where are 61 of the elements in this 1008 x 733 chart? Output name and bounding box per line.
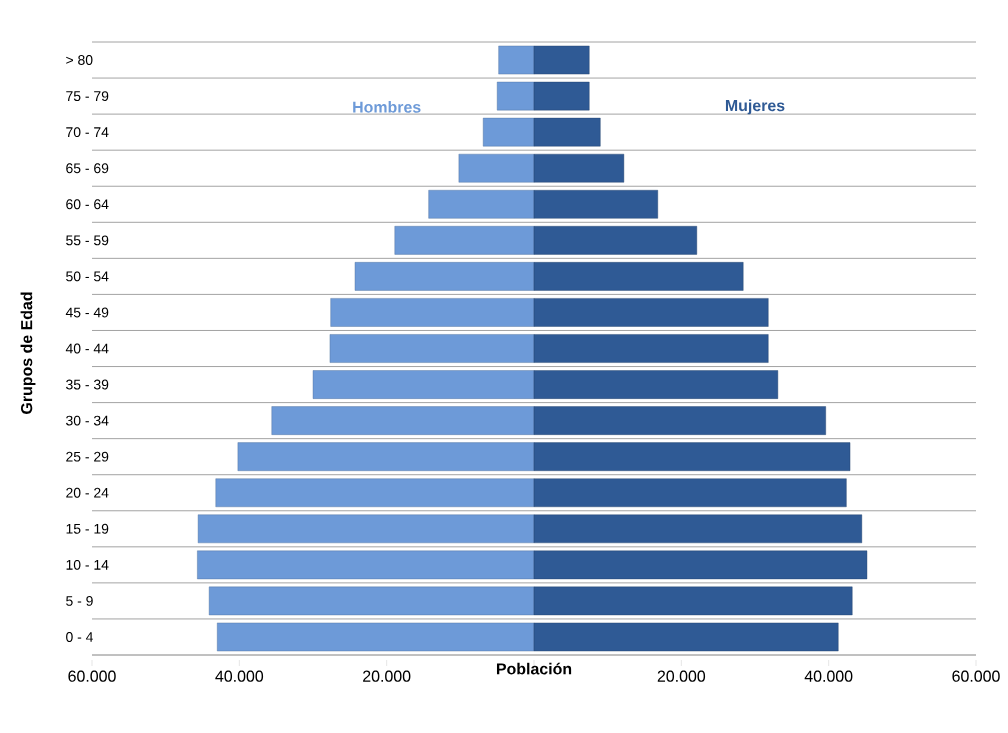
x-tick-label: 20.000 [657,670,706,682]
y-tick-label: 20 - 24 [66,487,109,498]
y-tick-label: 10 - 14 [66,559,109,570]
x-tick-label: 60.000 [952,670,1000,682]
text: Hombres [353,101,421,113]
y-tick-label: 70 - 74 [66,127,109,138]
bar [533,298,769,327]
y-tick-label: 15 - 19 [66,523,109,534]
bar [533,622,839,652]
y-tick-label: 35 - 39 [66,379,109,390]
bar [197,514,535,544]
bar [215,478,535,507]
bar [533,226,698,255]
bar [533,478,847,507]
bar [533,81,590,111]
bar [496,81,535,111]
bar [533,334,769,363]
bar [533,586,853,616]
bar [533,190,658,219]
bar [458,153,535,183]
bar [312,370,535,399]
bar [533,406,826,435]
bar [533,262,744,291]
bar [217,622,535,652]
y-tick-label: 0 - 4 [66,632,93,642]
y-tick-label: 50 - 54 [66,271,109,282]
y-tick-label: 45 - 49 [65,307,109,318]
x-axis-title: Población [496,662,572,675]
bar [482,117,535,147]
bar [330,298,535,327]
bar [197,550,535,580]
x-tick-label: 40.000 [804,670,853,682]
bar [533,45,590,75]
bar [533,550,868,580]
bar [533,442,851,471]
y-axis-title: Grupos de Edad [20,292,36,414]
bar [533,370,779,399]
x-tick-label: 40.000 [215,670,264,682]
bar [498,45,535,75]
bar [533,514,863,544]
y-tick-label: 65 - 69 [66,163,109,174]
text: Mujeres [725,99,785,115]
y-tick-label: 25 - 29 [66,451,109,462]
bar [237,442,535,471]
bar [394,226,535,255]
y-tick-label: 55 - 59 [66,235,109,246]
bar [208,586,535,616]
bar [354,262,535,291]
y-tick-label: 60 - 64 [66,199,109,210]
y-tick-label: 30 - 34 [66,415,109,426]
x-tick-label: 60.000 [68,670,116,682]
y-tick-label: 75 - 79 [66,91,109,102]
bar [271,406,535,435]
bar [428,190,535,219]
y-tick-label: 5 - 9 [66,595,93,606]
bar [329,334,535,363]
bar [533,117,601,147]
bar [533,153,625,183]
y-tick-label: 40 - 44 [65,343,109,354]
x-tick-label: 20.000 [363,670,411,682]
y-tick-label: > 80 [66,55,93,65]
